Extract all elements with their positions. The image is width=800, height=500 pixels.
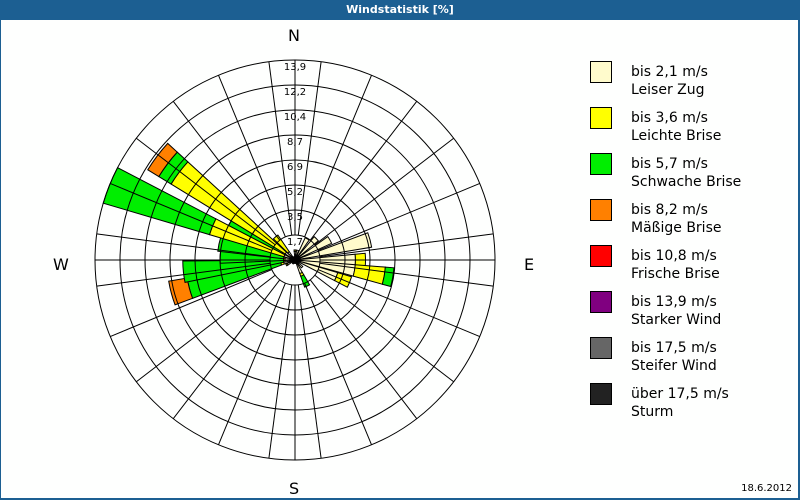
wind-sector-bar — [147, 142, 178, 178]
legend-item: bis 13,9 m/s Starker Wind — [590, 291, 800, 337]
legend-item: bis 2,1 m/s Leiser Zug — [590, 61, 800, 107]
radial-gridline — [268, 61, 293, 236]
compass-west: W — [53, 255, 69, 274]
radial-gridline — [172, 279, 281, 419]
legend-swatch — [590, 153, 612, 175]
ring-label: 3,5 — [287, 212, 303, 223]
compass-east: E — [524, 255, 535, 274]
radial-gridline — [218, 282, 286, 445]
radial-gridline — [136, 137, 276, 246]
ring-gridline — [244, 209, 346, 311]
ring-label: 6,9 — [287, 162, 303, 173]
radial-gridline — [218, 75, 286, 238]
legend-swatch — [590, 107, 612, 129]
radial-gridline — [317, 269, 480, 337]
legend-label: bis 10,8 m/s Frische Brise — [631, 248, 720, 282]
wind-sector-bar — [294, 232, 373, 261]
ring-gridline — [119, 84, 471, 436]
legend-item: über 17,5 m/s Sturm — [590, 383, 800, 429]
ring-label: 5,2 — [287, 187, 303, 198]
compass-south: S — [289, 479, 300, 498]
radial-gridline — [110, 269, 273, 337]
radial-gridline — [297, 284, 322, 459]
legend-label: bis 5,7 m/s Schwache Brise — [631, 156, 742, 190]
legend-swatch — [590, 199, 612, 221]
legend-swatch — [590, 383, 612, 405]
legend-swatch — [590, 245, 612, 267]
center-marker — [291, 256, 299, 264]
legend-item: bis 17,5 m/s Steifer Wind — [590, 337, 800, 383]
legend-item: bis 10,8 m/s Frische Brise — [590, 245, 800, 291]
wind-sector-bar — [294, 237, 310, 261]
radial-gridline — [317, 183, 480, 251]
radial-gridline — [110, 183, 273, 251]
legend-item: bis 8,2 m/s Mäßige Brise — [590, 199, 800, 245]
chart-panel: 1,7 3,5 5,2 6,9 8,7 10,4 12,2 13,9 N E S W bis … — [1, 20, 798, 498]
radial-gridline — [172, 101, 281, 241]
ring-label: 12,2 — [284, 87, 306, 98]
legend-swatch — [590, 337, 612, 359]
wind-sector-bar — [293, 249, 297, 252]
radial-gridline — [309, 101, 418, 241]
date-label: 18.6.2012 — [741, 483, 792, 494]
wind-rose-chart: 1,7 3,5 5,2 6,9 8,7 10,4 12,2 13,9 — [94, 59, 496, 461]
wind-sector-bar — [272, 234, 290, 254]
wind-sector-bar — [300, 274, 311, 288]
radial-gridline — [314, 137, 454, 246]
wind-sector-bar — [285, 262, 289, 267]
legend-swatch — [590, 291, 612, 313]
ring-gridline — [219, 184, 371, 336]
compass-north: N — [288, 26, 300, 45]
ring-gridline — [94, 59, 496, 461]
radial-gridline — [297, 61, 322, 236]
ring-gridline — [194, 159, 396, 361]
ring-label: 13,9 — [284, 62, 306, 73]
radial-gridline — [268, 284, 293, 459]
wind-sector-bar — [294, 235, 333, 261]
legend-label: bis 8,2 m/s Mäßige Brise — [631, 202, 722, 236]
legend-item: bis 3,6 m/s Leichte Brise — [590, 107, 800, 153]
ring-gridline — [269, 234, 321, 286]
legend-swatch — [590, 61, 612, 83]
wind-sector-bar — [168, 277, 194, 306]
ring-label: 10,4 — [284, 112, 306, 123]
radial-gridline — [136, 274, 276, 383]
radial-gridline — [314, 274, 454, 383]
radial-gridline — [319, 233, 494, 258]
legend-item: bis 5,7 m/s Schwache Brise — [590, 153, 800, 199]
radial-gridline — [319, 262, 494, 287]
ring-gridline — [169, 134, 421, 386]
legend-label: bis 2,1 m/s Leiser Zug — [631, 64, 708, 98]
radial-gridline — [304, 282, 372, 445]
radial-gridline — [96, 233, 271, 258]
legend-label: bis 17,5 m/s Steifer Wind — [631, 340, 717, 374]
ring-gridline — [144, 109, 446, 411]
ring-label: 8,7 — [287, 137, 303, 148]
window-title: Windstatistik [%] — [0, 0, 800, 20]
radial-gridline — [309, 279, 418, 419]
radial-gridline — [96, 262, 271, 287]
legend-label: bis 3,6 m/s Leichte Brise — [631, 110, 722, 144]
wind-sector-bar — [182, 259, 285, 283]
legend-label: über 17,5 m/s Sturm — [631, 386, 729, 420]
ring-label: 1,7 — [287, 237, 303, 248]
radial-gridline — [304, 75, 372, 238]
legend-label: bis 13,9 m/s Starker Wind — [631, 294, 722, 328]
